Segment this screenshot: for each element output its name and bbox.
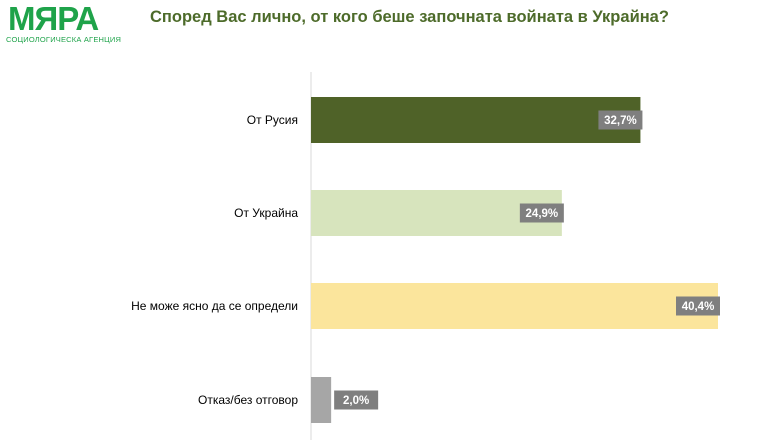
value-label: 40,4% xyxy=(682,301,715,313)
value-label-box xyxy=(519,203,564,223)
bar xyxy=(311,97,641,143)
value-label: 24,9% xyxy=(526,208,559,220)
chart-title: Според Вас лично, от кого беше започната… xyxy=(150,8,669,26)
bar xyxy=(311,377,332,423)
value-label: 2,0% xyxy=(343,395,369,407)
value-label-box xyxy=(676,296,720,316)
logo-tagline: СОЦИОЛОГИЧЕСКА АГЕНЦИЯ xyxy=(6,35,122,44)
bar xyxy=(311,283,718,329)
category-label: Не може ясно да се определи xyxy=(131,299,298,313)
bars-group: От Русия 32,7% От Украйна 24,9% Не може ясно… xyxy=(131,97,720,423)
value-label: 32,7% xyxy=(604,115,637,127)
category-label: От Русия xyxy=(247,113,298,127)
category-label: Отказ/без отговор xyxy=(198,393,298,407)
value-label-box xyxy=(334,390,379,410)
logo-wordmark: МЯРА xyxy=(8,0,99,37)
value-label-box xyxy=(598,110,643,130)
category-label: От Украйна xyxy=(234,206,298,220)
logo: МЯРА СОЦИОЛОГИЧЕСКА АГЕНЦИЯ xyxy=(6,0,126,46)
